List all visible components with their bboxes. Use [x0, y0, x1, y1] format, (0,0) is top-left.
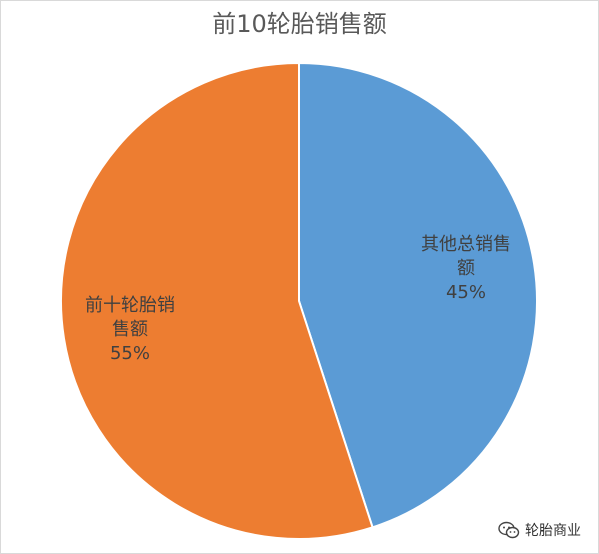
- wechat-icon: [498, 521, 520, 539]
- watermark-text: 轮胎商业: [525, 523, 581, 539]
- slice-label-other-line2: 额: [457, 258, 475, 279]
- slice-percent-top10: 55%: [109, 343, 150, 364]
- slice-percent-other: 45%: [445, 282, 486, 303]
- slice-label-top10: 前十轮胎销 售额 55%: [68, 294, 192, 366]
- slice-label-other-line1: 其他总销售: [421, 234, 511, 255]
- watermark: 轮胎商业: [498, 520, 581, 540]
- slice-label-other: 其他总销售 额 45%: [404, 233, 528, 305]
- slice-label-top10-line1: 前十轮胎销: [85, 295, 175, 316]
- chart-title: 前10轮胎销售额: [212, 10, 387, 38]
- pie-slice-other: [298, 61, 538, 529]
- pie-slice-top10: [60, 61, 374, 540]
- slice-label-top10-line2: 售额: [112, 319, 148, 340]
